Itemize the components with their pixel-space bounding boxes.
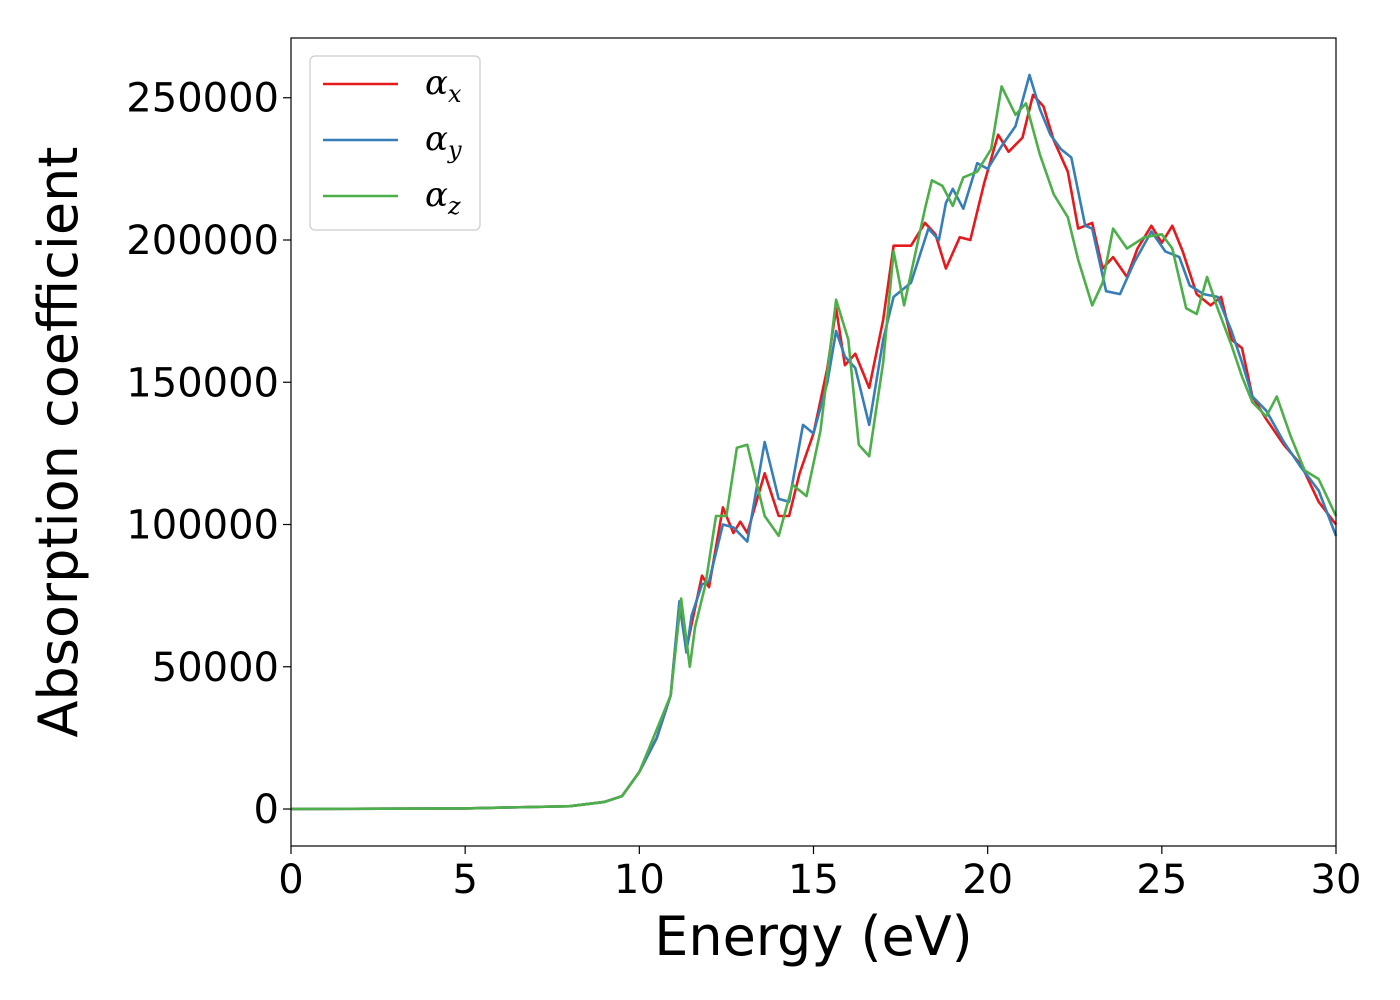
x-tick-label: 20 [962, 857, 1013, 903]
legend-subscript-x: x [448, 80, 462, 108]
x-axis: 0 5 10 15 20 25 30 [278, 846, 1361, 903]
y-tick-label: 200000 [126, 218, 279, 264]
series-line-z [290, 85, 1338, 811]
x-tick-label: 0 [278, 857, 303, 903]
y-axis: 0 50000 100000 150000 200000 250000 [126, 76, 291, 833]
y-axis-title: Absorption coefficient [27, 147, 90, 738]
x-tick-label: 25 [1136, 857, 1187, 903]
x-axis-title: Energy (eV) [654, 905, 973, 968]
x-tick-label: 5 [452, 857, 477, 903]
y-tick-label: 50000 [152, 645, 279, 691]
legend-box [309, 55, 481, 231]
legend-subscript-y: y [447, 136, 462, 164]
y-tick-label: 0 [254, 787, 279, 833]
x-tick-label: 15 [788, 857, 839, 903]
legend-subscript-z: z [447, 192, 461, 220]
y-tick-label: 250000 [126, 76, 279, 122]
y-tick-label: 150000 [126, 360, 279, 406]
series-layer [290, 73, 1338, 811]
x-tick-label: 30 [1311, 857, 1362, 903]
y-tick-label: 100000 [126, 503, 279, 549]
x-tick-label: 10 [614, 857, 665, 903]
series-line-y [290, 73, 1338, 811]
